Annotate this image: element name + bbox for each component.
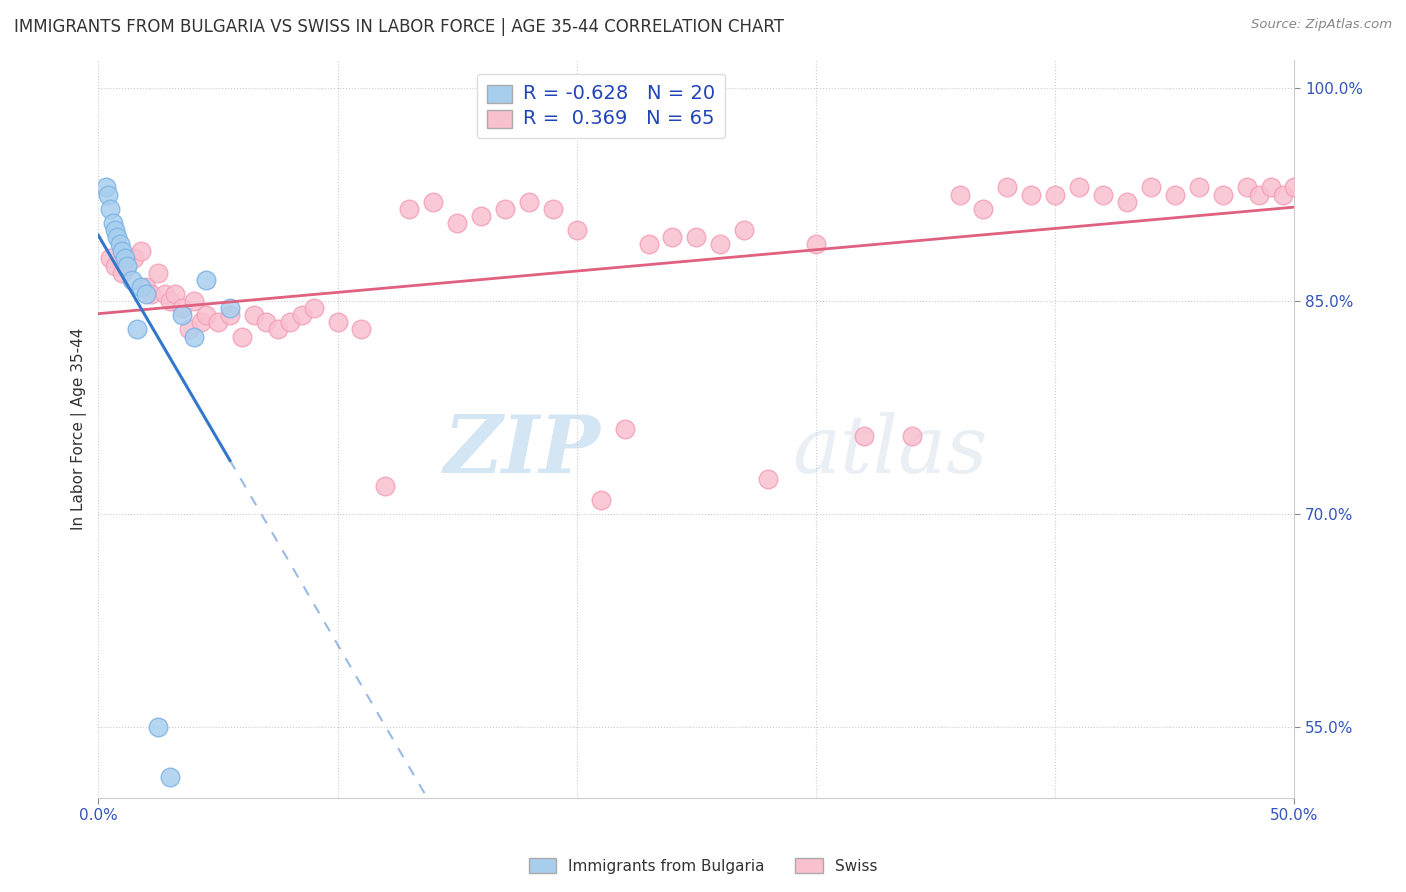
Point <box>446 216 468 230</box>
Point <box>589 492 612 507</box>
Point <box>900 429 922 443</box>
Text: ZIP: ZIP <box>444 412 600 490</box>
Text: atlas: atlas <box>792 412 987 490</box>
Point <box>139 287 162 301</box>
Point <box>733 223 755 237</box>
Point <box>374 478 396 492</box>
Point <box>972 202 994 216</box>
Point <box>195 273 218 287</box>
Point <box>470 209 492 223</box>
Point <box>125 322 148 336</box>
Point <box>163 287 186 301</box>
Point <box>94 180 117 194</box>
Point <box>302 301 325 315</box>
Point <box>121 273 143 287</box>
Point <box>231 329 253 343</box>
Point <box>1092 187 1115 202</box>
Point <box>709 237 731 252</box>
Point <box>1236 180 1258 194</box>
Point <box>159 770 181 784</box>
Point <box>948 187 970 202</box>
Point <box>101 216 124 230</box>
Point <box>135 280 157 294</box>
Point <box>179 322 201 336</box>
Point <box>685 230 707 244</box>
Point <box>107 230 129 244</box>
Point <box>1045 187 1067 202</box>
Point <box>111 244 134 259</box>
Point <box>172 301 194 315</box>
Point <box>135 287 157 301</box>
Point <box>1116 194 1139 209</box>
Point <box>1260 180 1282 194</box>
Point <box>350 322 373 336</box>
Point <box>122 252 145 266</box>
Point <box>146 720 169 734</box>
Point <box>183 293 205 308</box>
Point <box>114 252 136 266</box>
Point <box>104 259 127 273</box>
Point <box>254 315 277 329</box>
Point <box>278 315 301 329</box>
Y-axis label: In Labor Force | Age 35-44: In Labor Force | Age 35-44 <box>72 327 87 530</box>
Point <box>219 301 242 315</box>
Text: Source: ZipAtlas.com: Source: ZipAtlas.com <box>1251 18 1392 31</box>
Point <box>115 259 138 273</box>
Point <box>108 237 131 252</box>
Point <box>155 287 177 301</box>
Point <box>1284 180 1306 194</box>
Point <box>1164 187 1187 202</box>
Point <box>159 293 181 308</box>
Point <box>1021 187 1043 202</box>
Point <box>115 259 138 273</box>
Point <box>541 202 564 216</box>
Point <box>494 202 516 216</box>
Point <box>326 315 349 329</box>
Point <box>183 329 205 343</box>
Point <box>422 194 444 209</box>
Point <box>1188 180 1211 194</box>
Point <box>1247 187 1270 202</box>
Point <box>172 308 194 322</box>
Point <box>131 280 153 294</box>
Point <box>98 202 121 216</box>
Point <box>637 237 659 252</box>
Point <box>291 308 314 322</box>
Point <box>111 266 134 280</box>
Point <box>661 230 683 244</box>
Point <box>190 315 212 329</box>
Point <box>97 187 120 202</box>
Point <box>1069 180 1091 194</box>
Point <box>852 429 875 443</box>
Text: IMMIGRANTS FROM BULGARIA VS SWISS IN LABOR FORCE | AGE 35-44 CORRELATION CHART: IMMIGRANTS FROM BULGARIA VS SWISS IN LAB… <box>14 18 785 36</box>
Point <box>243 308 266 322</box>
Point <box>995 180 1018 194</box>
Point <box>613 422 636 436</box>
Point <box>1271 187 1294 202</box>
Point <box>146 266 169 280</box>
Legend: R = -0.628   N = 20, R =  0.369   N = 65: R = -0.628 N = 20, R = 0.369 N = 65 <box>477 74 724 137</box>
Point <box>1140 180 1163 194</box>
Point <box>565 223 588 237</box>
Point <box>804 237 827 252</box>
Point <box>131 244 153 259</box>
Legend: Immigrants from Bulgaria, Swiss: Immigrants from Bulgaria, Swiss <box>523 852 883 880</box>
Point <box>104 223 127 237</box>
Point <box>1212 187 1234 202</box>
Point <box>267 322 290 336</box>
Point <box>195 308 218 322</box>
Point <box>756 471 779 485</box>
Point <box>398 202 420 216</box>
Point <box>219 308 242 322</box>
Point <box>207 315 229 329</box>
Point <box>517 194 540 209</box>
Point <box>98 252 121 266</box>
